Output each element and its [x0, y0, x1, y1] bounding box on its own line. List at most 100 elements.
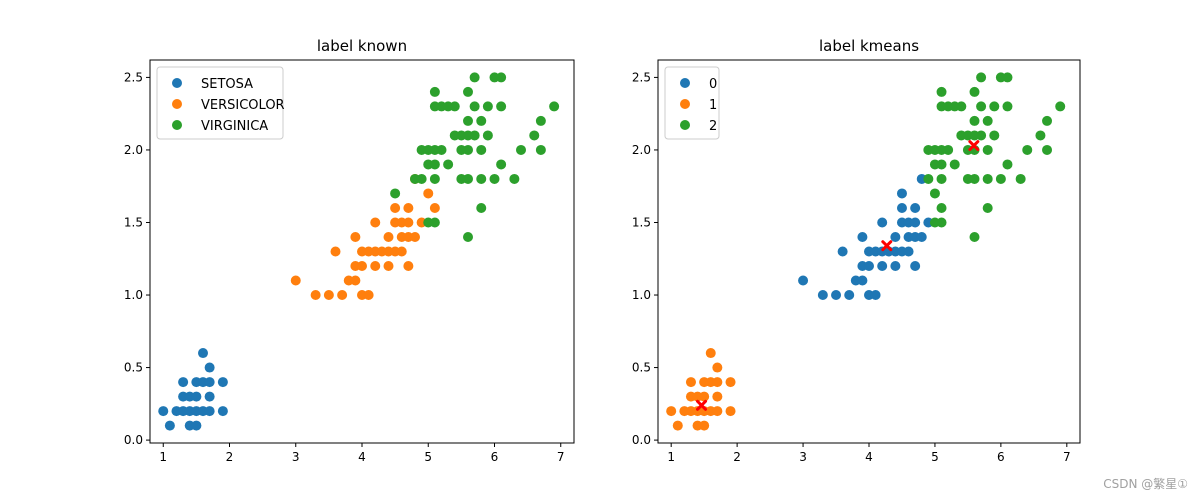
data-point	[976, 130, 987, 141]
centroid-marker	[968, 140, 980, 152]
data-point	[844, 290, 855, 301]
data-point	[383, 231, 394, 242]
y-tick-label: 2.5	[632, 70, 651, 84]
data-point	[969, 173, 980, 184]
data-point	[178, 377, 189, 388]
data-point	[204, 406, 215, 417]
data-point	[923, 173, 934, 184]
data-point	[956, 101, 967, 112]
data-point	[383, 261, 394, 272]
data-point	[896, 188, 907, 199]
data-point	[1042, 115, 1053, 126]
data-point	[363, 290, 374, 301]
data-point	[1015, 173, 1026, 184]
data-point	[712, 362, 723, 373]
data-point	[476, 115, 487, 126]
y-tick-label: 2.0	[124, 143, 143, 157]
legend-marker	[680, 99, 690, 109]
data-point	[463, 144, 473, 155]
data-point	[158, 406, 169, 417]
data-point	[350, 231, 361, 242]
data-point	[857, 231, 868, 242]
data-point	[482, 101, 493, 112]
data-point	[410, 231, 420, 242]
legend-box	[664, 66, 720, 140]
data-point	[191, 420, 202, 431]
data-point	[463, 231, 473, 242]
data-point	[976, 72, 987, 83]
data-point	[390, 202, 401, 213]
data-point	[896, 202, 907, 213]
data-point	[535, 115, 546, 126]
legend-marker	[680, 120, 690, 130]
data-point	[496, 101, 507, 112]
legend-label: 0	[709, 77, 717, 92]
data-point	[857, 275, 868, 286]
data-point	[831, 290, 842, 301]
data-point	[403, 217, 414, 228]
data-point	[699, 420, 710, 431]
legend-marker	[172, 78, 182, 88]
data-point	[463, 173, 473, 184]
x-axis: 1 2 3 4 5 6 7	[159, 443, 565, 464]
y-tick-label: 0.0	[632, 433, 651, 447]
data-point	[204, 377, 215, 388]
data-point	[910, 202, 921, 213]
data-point	[217, 377, 228, 388]
chart-title: label kmeans	[819, 37, 919, 55]
x-tick-label: 1	[667, 450, 675, 464]
x-tick-label: 3	[799, 450, 807, 464]
data-point	[1035, 130, 1046, 141]
y-tick-label: 2.5	[124, 70, 143, 84]
data-point	[969, 115, 980, 126]
data-point	[976, 101, 987, 112]
data-point	[535, 144, 546, 155]
data-point	[725, 377, 736, 388]
data-point	[469, 72, 480, 83]
data-point	[995, 173, 1006, 184]
x-tick-label: 5	[931, 450, 939, 464]
data-point	[1055, 101, 1066, 112]
y-tick-label: 2.0	[632, 143, 651, 157]
data-point	[204, 362, 215, 373]
data-point	[705, 348, 716, 359]
y-tick-label: 1.0	[124, 288, 143, 302]
data-point	[989, 130, 1000, 141]
data-point	[1002, 101, 1013, 112]
data-point	[496, 159, 507, 170]
legend-label: 2	[709, 119, 717, 134]
chart-title: label known	[317, 37, 407, 55]
data-point	[929, 188, 940, 199]
data-point	[390, 188, 401, 199]
data-point	[396, 246, 407, 257]
data-point	[969, 231, 980, 242]
data-point	[712, 406, 723, 417]
legend: SETOSA VERSICOLOR VIRGINICA	[156, 66, 285, 140]
data-point	[482, 130, 493, 141]
data-point	[443, 159, 454, 170]
data-point	[416, 173, 427, 184]
data-point	[330, 246, 341, 257]
data-point	[337, 290, 348, 301]
data-point	[936, 217, 947, 228]
data-point	[423, 188, 434, 199]
data-point	[217, 406, 228, 417]
data-point	[890, 231, 901, 242]
x-tick-label: 4	[358, 450, 366, 464]
data-point	[725, 406, 736, 417]
data-point	[969, 86, 980, 97]
data-point	[310, 290, 321, 301]
data-point	[469, 130, 480, 141]
subplot-label-known: label known 1 2 3 4 5 6 7 0.0 0.5 1.0 1.5 2.0 2.5 S…	[124, 37, 575, 464]
scatter-points	[158, 72, 560, 431]
legend-label: VIRGINICA	[201, 119, 268, 134]
data-point	[476, 202, 487, 213]
data-point	[429, 202, 440, 213]
data-point	[323, 290, 334, 301]
data-point	[864, 261, 874, 272]
data-point	[936, 86, 947, 97]
data-point	[198, 348, 208, 359]
y-axis: 0.0 0.5 1.0 1.5 2.0 2.5	[124, 70, 150, 447]
